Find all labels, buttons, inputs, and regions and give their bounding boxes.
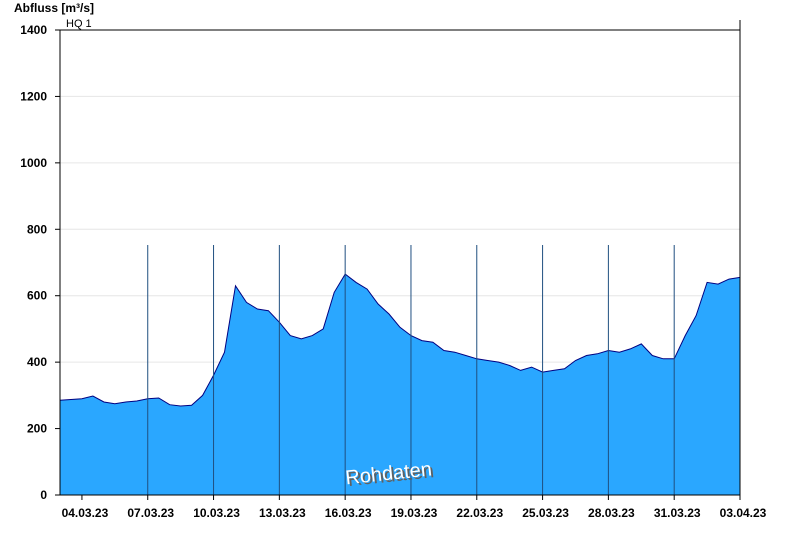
series-area <box>59 273 741 495</box>
y-tick-label: 200 <box>27 422 47 436</box>
y-tick-label: 1000 <box>20 156 47 170</box>
y-tick-label: 1400 <box>20 23 47 37</box>
y-tick-label: 400 <box>27 355 47 369</box>
y-tick-label: 600 <box>27 289 47 303</box>
y-tick-label: 0 <box>40 488 47 502</box>
x-tick-label: 16.03.23 <box>325 506 372 520</box>
x-tick-label: 22.03.23 <box>456 506 503 520</box>
hq1-label: HQ 1 <box>66 18 92 30</box>
x-tick-label: 28.03.23 <box>588 506 635 520</box>
x-axis-ticks: 04.03.23 07.03.23 10.03.23 13.03.23 16.03.23… <box>62 495 767 520</box>
x-tick-label: 07.03.23 <box>127 506 174 520</box>
x-tick-label: 13.03.23 <box>259 506 306 520</box>
plot-frame <box>59 20 741 496</box>
y-tick-label: 1200 <box>20 89 47 103</box>
area-fill <box>60 274 740 495</box>
y-axis-label: Abfluss [m³/s] <box>14 1 94 15</box>
x-tick-label: 31.03.23 <box>654 506 701 520</box>
x-tick-label: 04.03.23 <box>62 506 109 520</box>
y-tick-label: 800 <box>27 222 47 236</box>
x-tick-label: 03.04.23 <box>720 506 767 520</box>
series-line <box>59 273 741 407</box>
y-axis-ticks: 0 200 400 600 800 1000 1200 1400 <box>20 23 60 502</box>
x-tick-label: 19.03.23 <box>391 506 438 520</box>
x-tick-label: 10.03.23 <box>193 506 240 520</box>
x-tick-label: 25.03.23 <box>522 506 569 520</box>
